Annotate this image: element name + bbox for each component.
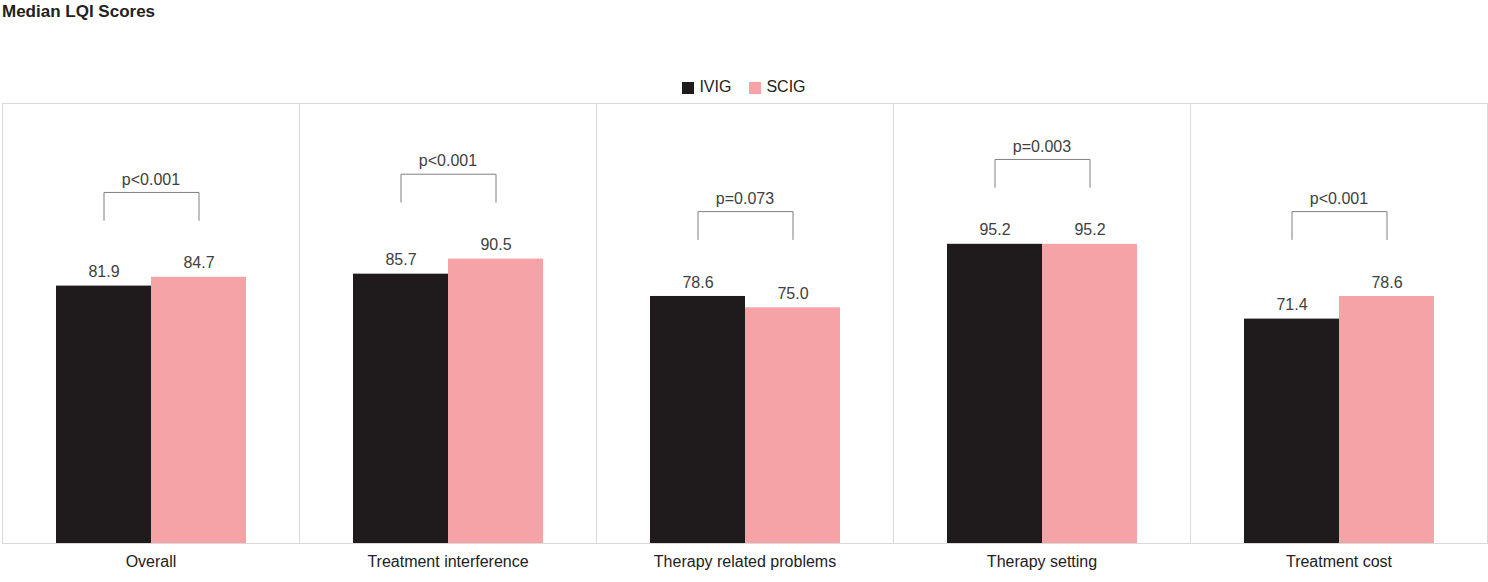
svg-text:p<0.001: p<0.001 <box>419 152 477 169</box>
svg-text:Treatment cost: Treatment cost <box>1286 553 1393 570</box>
svg-text:p<0.001: p<0.001 <box>122 171 180 188</box>
svg-text:85.7: 85.7 <box>385 251 416 268</box>
svg-text:p<0.001: p<0.001 <box>1310 190 1368 207</box>
svg-text:71.4: 71.4 <box>1276 296 1307 313</box>
html-text:SCIG: SCIG <box>766 78 806 95</box>
svg-text:Therapy setting: Therapy setting <box>987 553 1097 570</box>
html-text:IVIG: IVIG <box>699 78 732 95</box>
svg-text:81.9: 81.9 <box>88 263 119 280</box>
svg-text:84.7: 84.7 <box>183 254 214 271</box>
svg-text:78.6: 78.6 <box>682 274 713 291</box>
svg-text:95.2: 95.2 <box>1074 221 1105 238</box>
svg-text:90.5: 90.5 <box>480 236 511 253</box>
svg-text:Therapy related problems: Therapy related problems <box>654 553 836 570</box>
html-text:Median LQI Scores: Median LQI Scores <box>2 2 155 21</box>
svg-text:78.6: 78.6 <box>1371 274 1402 291</box>
svg-text:Treatment interference: Treatment interference <box>367 553 528 570</box>
svg-text:p=0.003: p=0.003 <box>1013 138 1071 155</box>
svg-text:75.0: 75.0 <box>777 285 808 302</box>
svg-text:95.2: 95.2 <box>979 221 1010 238</box>
svg-text:p=0.073: p=0.073 <box>716 190 774 207</box>
svg-text:Overall: Overall <box>126 553 177 570</box>
